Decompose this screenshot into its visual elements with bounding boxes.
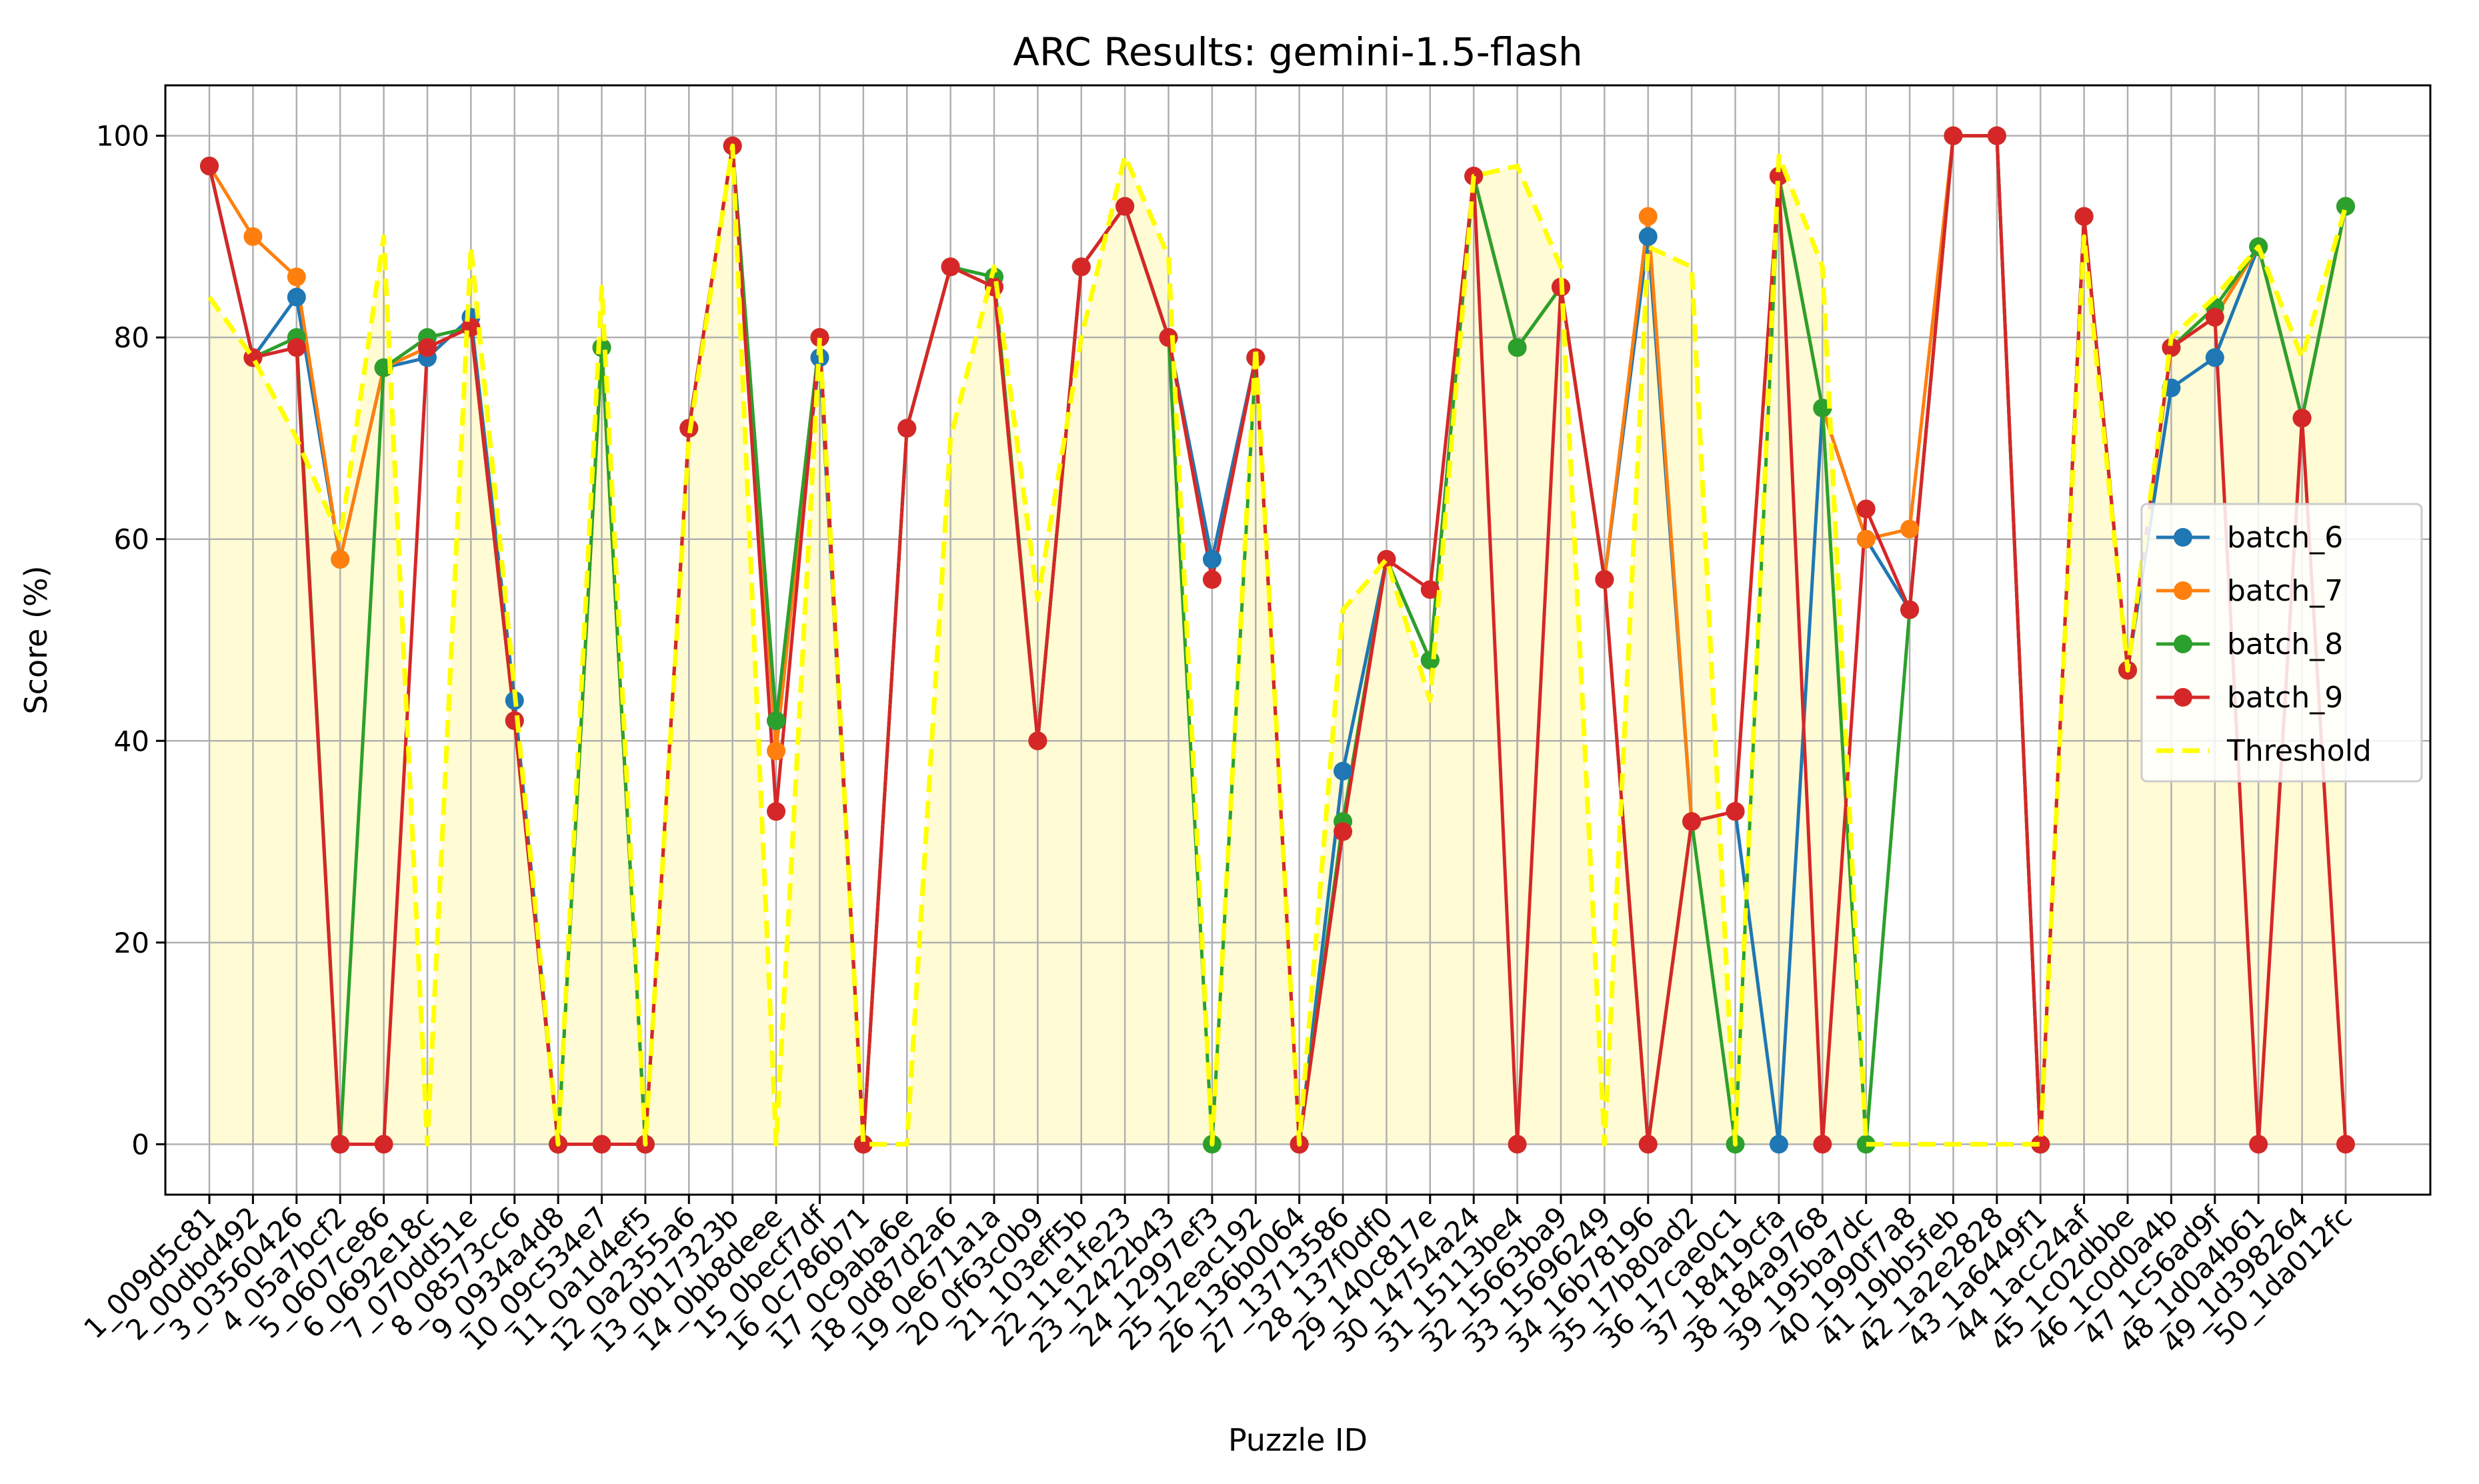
batch_9-point [810, 328, 829, 347]
batch_9-point [417, 338, 437, 357]
batch_6-point [287, 287, 306, 307]
chart-title: ARC Results: gemini-1.5-flash [1013, 29, 1583, 75]
y-tick-label: 100 [96, 120, 149, 153]
batch_9-point [1334, 822, 1353, 841]
batch_9-point [2205, 307, 2224, 327]
legend-batch_6-marker [2174, 528, 2192, 547]
legend-batch_7-marker [2174, 581, 2192, 600]
series-points [200, 126, 2355, 1154]
legend-label: batch_7 [2227, 574, 2343, 608]
tick-labels: 0204060801001_009d5c812_00dbd4923_035604… [77, 120, 2358, 1359]
batch_6-point [2205, 348, 2224, 367]
batch_6-point [1638, 227, 1658, 246]
legend-label: batch_6 [2227, 521, 2343, 555]
threshold-fill-area [209, 145, 2346, 1145]
batch_9-point [1726, 802, 1745, 821]
batch_8-point [1508, 338, 1527, 357]
batch_9-point [331, 1135, 350, 1154]
batch_9-point [374, 1135, 393, 1154]
batch_7-point [767, 741, 786, 761]
batch_8-point [2336, 197, 2355, 216]
y-tick-label: 60 [114, 523, 149, 556]
batch_9-point [941, 257, 960, 277]
batch_8-point [592, 338, 611, 357]
legend-label: Threshold [2226, 734, 2372, 768]
batch_9-point [1813, 1135, 1832, 1154]
y-axis-label: Score (%) [18, 565, 54, 714]
batch_9-point [200, 157, 219, 176]
batch_6-point [1769, 1135, 1788, 1154]
batch_8-point [1420, 651, 1440, 670]
batch_8-point [1856, 1135, 1876, 1154]
batch_9-point [2074, 207, 2094, 226]
batch_9-point [2249, 1135, 2268, 1154]
batch_9-point [1202, 570, 1221, 589]
batch_9-point [1595, 570, 1614, 589]
axes [164, 84, 2432, 1196]
batch_9-point [2336, 1135, 2355, 1154]
batch_9-point [1682, 812, 1702, 831]
x-axis-label: Puzzle ID [1228, 1422, 1368, 1458]
batch_9-point [1638, 1135, 1658, 1154]
batch_9-point [1508, 1135, 1527, 1154]
batch_9-point [505, 711, 524, 731]
batch_7-point [243, 227, 263, 246]
batch_9-point [1944, 126, 1963, 145]
batch_9-point [1028, 731, 1047, 751]
batch_9-point [1420, 580, 1440, 599]
batch_7-point [331, 549, 350, 569]
batch_9-point [1856, 499, 1876, 519]
y-tick-label: 40 [114, 725, 149, 757]
y-tick-label: 80 [114, 321, 149, 354]
batch_6-point [1334, 761, 1353, 781]
batch_9-point [2292, 409, 2312, 428]
plot-frame [164, 84, 2432, 1196]
batch_9-point [2162, 338, 2181, 357]
batch_7-point [287, 267, 306, 287]
y-tick-label: 0 [131, 1128, 149, 1161]
batch_9-point [1900, 600, 1920, 619]
threshold-area [209, 145, 2346, 1145]
legend-box [2140, 503, 2423, 783]
batch_7-point [1638, 207, 1658, 226]
batch_7-point [1900, 519, 1920, 539]
batch_9-point [767, 802, 786, 821]
batch_9-point [853, 1135, 873, 1154]
threshold-line [207, 143, 2348, 1147]
legend-label: batch_8 [2227, 627, 2343, 661]
batch_9-point [897, 419, 917, 438]
legend-batch_8-marker [2174, 635, 2192, 653]
batch_8-point [767, 711, 786, 731]
legend: batch_6 batch_7 batch_8 batch_9 Threshold [2140, 503, 2423, 783]
threshold-series-line [207, 143, 2348, 1147]
legend-label: batch_9 [2227, 681, 2343, 715]
batch_9-point [1987, 126, 2006, 145]
batch_6-point [1202, 549, 1221, 569]
y-tick-label: 20 [114, 927, 149, 959]
batch_9-point [1115, 197, 1135, 216]
legend-batch_9-marker [2174, 688, 2192, 707]
batch_9-point [287, 338, 306, 357]
batch_9-point [592, 1135, 611, 1154]
batch_9-point [2031, 1135, 2050, 1154]
batch_9-point [1071, 257, 1091, 277]
batch_7-point [1856, 529, 1876, 549]
